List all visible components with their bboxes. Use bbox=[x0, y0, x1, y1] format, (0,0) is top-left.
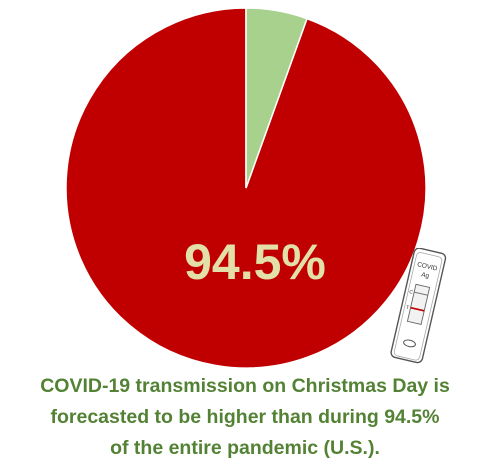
pie-data-label: 94.5% bbox=[184, 234, 326, 290]
covid-antigen-test-icon: COVID Ag C T bbox=[390, 248, 447, 364]
test-kit-t-mark: T bbox=[405, 305, 409, 312]
test-kit-label-covid: COVID bbox=[416, 261, 438, 273]
test-kit-c-mark: C bbox=[409, 289, 414, 296]
caption-line-3: of the entire pandemic (U.S.). bbox=[110, 437, 380, 459]
caption-line-1: COVID-19 transmission on Christmas Day i… bbox=[40, 375, 450, 397]
chart-caption: COVID-19 transmission on Christmas Day i… bbox=[0, 371, 490, 464]
pie-slices bbox=[65, 7, 427, 369]
pie-slice-1 bbox=[245, 7, 308, 189]
test-kit-label-ag: Ag bbox=[421, 271, 431, 280]
caption-line-2: forecasted to be higher than during 94.5… bbox=[50, 406, 440, 428]
pie-chart: 94.5% bbox=[65, 7, 427, 369]
